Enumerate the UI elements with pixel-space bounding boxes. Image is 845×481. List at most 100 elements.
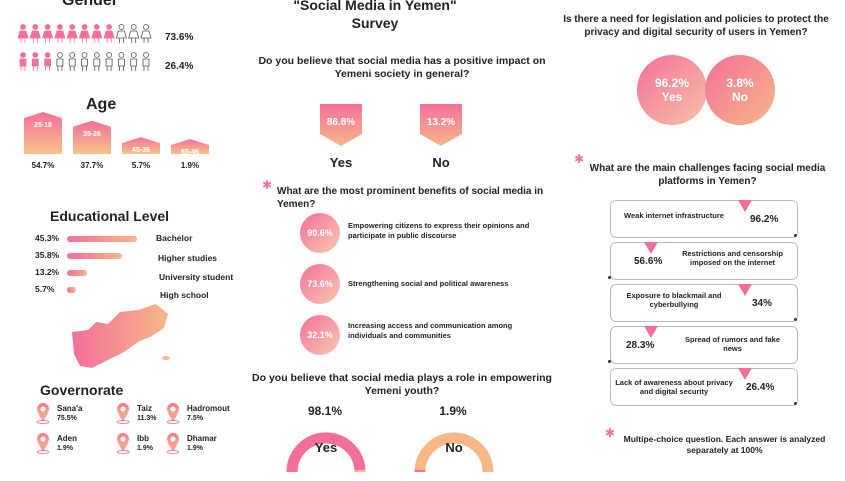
- gender-title: Gender: [62, 0, 118, 10]
- education-title: Educational Level: [50, 208, 169, 224]
- governorate-title: Governorate: [40, 382, 123, 398]
- location-pin-icon: [165, 432, 181, 454]
- governorate-pct: 1.9%: [187, 445, 203, 452]
- location-pin-icon: [35, 402, 51, 424]
- challenge-text: Exposure to blackmail and cyberbullying: [614, 291, 734, 309]
- challenges-question: What are the main challenges facing soci…: [585, 162, 830, 188]
- legislation-question: Is there a need for legislation and poli…: [562, 13, 830, 39]
- education-bar: [67, 253, 122, 259]
- person-icon: [20, 53, 26, 72]
- person-icon: [32, 53, 38, 72]
- person-icon: [45, 53, 51, 72]
- education-bar: [67, 287, 76, 293]
- person-icon: [106, 53, 112, 72]
- yemen-map: [68, 302, 178, 377]
- governorate-name: Hadromout: [187, 404, 230, 413]
- person-icon: [57, 53, 63, 72]
- person-icon: [69, 53, 75, 72]
- age-pct: 5.7%: [122, 161, 160, 170]
- survey-title-line1: "Social Media in Yemen": [260, 0, 490, 14]
- governorate-pct: 1.9%: [137, 445, 153, 452]
- education-chart: 45.3% Bachelor 35.8% Higher studies 13.2% Uni…: [35, 233, 265, 298]
- benefits-question: What are the most prominent benefits of …: [277, 185, 547, 211]
- challenge-dot: [608, 276, 611, 279]
- person-icon: [18, 25, 28, 44]
- education-pct: 35.8%: [35, 250, 59, 260]
- person-icon: [143, 53, 149, 72]
- youth-no-label: No: [414, 440, 494, 455]
- education-bar: [67, 270, 87, 276]
- challenge-arrow: [738, 368, 752, 380]
- challenge-pct: 56.6%: [634, 256, 662, 267]
- challenge-arrow: [738, 200, 752, 212]
- age-pct: 1.9%: [171, 161, 209, 170]
- person-icon: [80, 25, 90, 44]
- youth-yes-pct: 98.1%: [300, 404, 350, 418]
- age-bar-label: 25-18: [34, 122, 52, 129]
- age-bar: 25-18: [24, 112, 62, 154]
- challenge-pct: 96.2%: [750, 214, 778, 225]
- legislation-yes-label: Yes: [662, 90, 683, 104]
- person-icon: [82, 53, 88, 72]
- governorate-name: Dhamar: [187, 434, 217, 443]
- legislation-no-label: No: [732, 90, 748, 104]
- youth-yes-label: Yes: [286, 440, 366, 455]
- education-label: Higher studies: [158, 253, 217, 263]
- governorate-pct: 1.9%: [57, 445, 73, 452]
- governorate-name: Taiz: [137, 404, 152, 413]
- location-pin-icon: [35, 432, 51, 454]
- person-icon: [43, 25, 53, 44]
- governorate-pct: 11.3%: [137, 415, 156, 422]
- age-pct: 54.7%: [24, 161, 62, 170]
- gender-row-1: [18, 24, 158, 49]
- location-pin-icon: [165, 402, 181, 424]
- gender-row-2: [18, 52, 158, 77]
- challenge-dot: [794, 318, 797, 321]
- benefit-text: Empowering citizens to express their opi…: [348, 221, 548, 241]
- governorate-pct: 75.5%: [57, 415, 77, 422]
- benefit-circle: 90.6%: [300, 213, 340, 253]
- governorate-name: Aden: [57, 434, 77, 443]
- benefit-pct: 73.6%: [307, 279, 333, 289]
- location-pin-icon: [115, 432, 131, 454]
- education-pct: 45.3%: [35, 233, 59, 243]
- challenge-dot: [608, 360, 611, 363]
- benefits-list: 90.6% Empowering citizens to express thei…: [300, 213, 560, 363]
- person-icon: [141, 25, 151, 44]
- challenge-pct: 26.4%: [746, 382, 774, 393]
- governorate-name: Ibb: [137, 434, 149, 443]
- q-positive-yes-pct: 86.8%: [320, 117, 362, 128]
- legislation-no-bubble: 3.8% No: [705, 55, 775, 125]
- challenge-text: Spread of rumors and fake news: [675, 335, 790, 353]
- gender-pct-2: 26.4%: [165, 61, 193, 72]
- survey-title-line2: Survey: [260, 14, 490, 32]
- challenge-arrow: [738, 284, 752, 296]
- gender-pct-1: 73.6%: [165, 32, 193, 43]
- challenge-dot: [794, 234, 797, 237]
- benefit-circle: 73.6%: [300, 264, 340, 304]
- benefit-circle: 32.1%: [300, 315, 340, 355]
- person-icon: [129, 25, 139, 44]
- education-label: Bachelor: [156, 233, 192, 243]
- person-icon: [30, 25, 40, 44]
- benefit-pct: 90.6%: [307, 228, 333, 238]
- education-pct: 13.2%: [35, 267, 59, 277]
- person-icon: [116, 25, 126, 44]
- education-pct: 5.7%: [35, 284, 54, 294]
- person-icon: [55, 25, 65, 44]
- benefit-text: Increasing access and communication amon…: [348, 321, 548, 341]
- governorate-pct: 7.5%: [187, 415, 203, 422]
- footnote: Multipe-choice question. Each answer is …: [612, 434, 837, 456]
- legislation-yes-bubble: 96.2% Yes: [637, 55, 707, 125]
- challenge-arrow: [644, 242, 658, 254]
- q-positive-no-pct: 13.2%: [420, 117, 462, 128]
- education-label: University student: [159, 272, 233, 282]
- person-icon: [94, 53, 100, 72]
- challenge-text: Weak internet infrastructure: [614, 211, 734, 220]
- benefit-pct: 32.1%: [307, 330, 333, 340]
- benefit-text: Strengthening social and political aware…: [348, 279, 548, 289]
- age-bar-label: 65-46: [181, 149, 199, 156]
